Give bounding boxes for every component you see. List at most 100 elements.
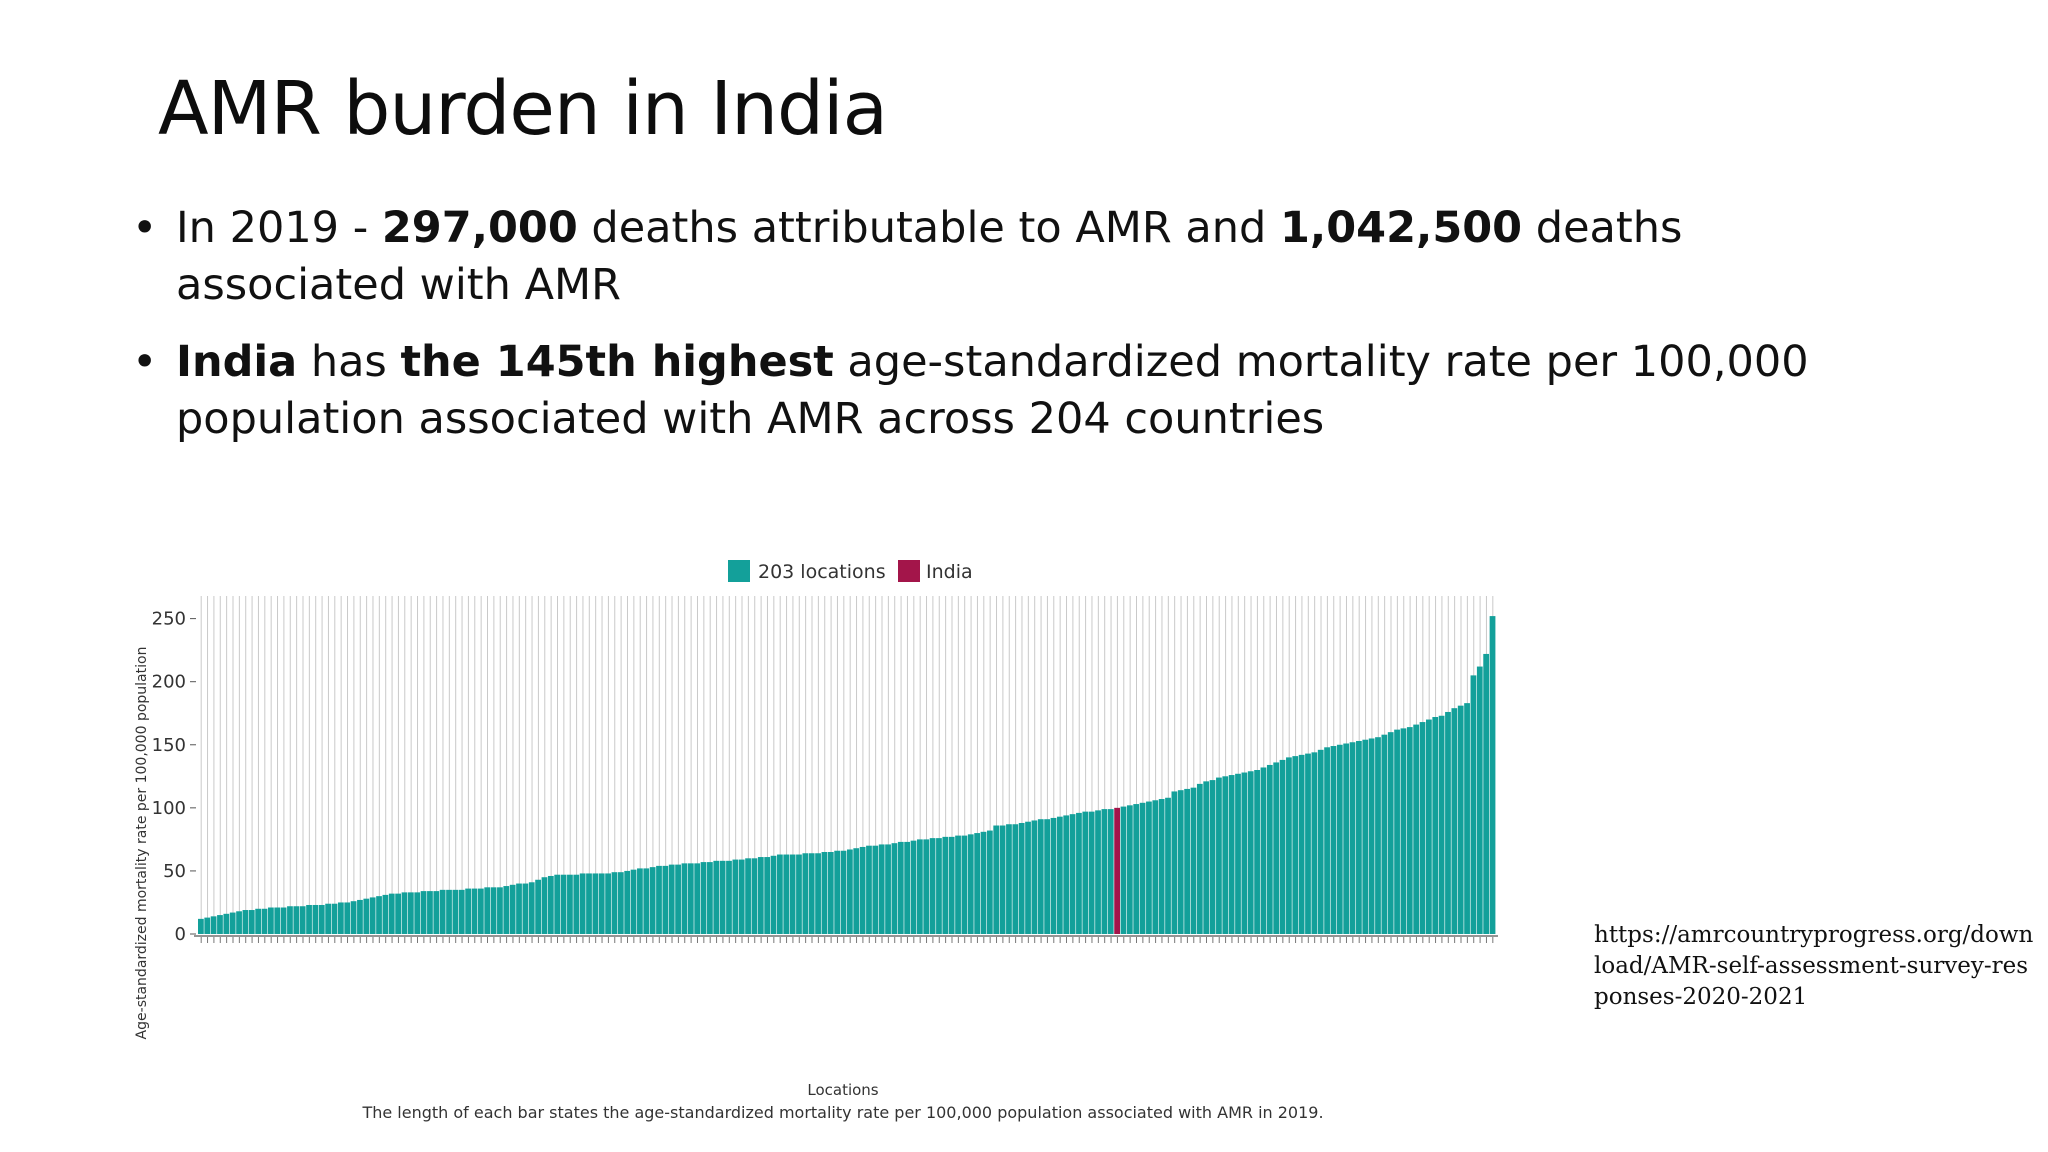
bar (1266, 764, 1273, 934)
bar (528, 882, 535, 934)
bar (624, 870, 631, 934)
y-tick-label: 150 (152, 735, 186, 756)
bar (1076, 812, 1082, 934)
bar (662, 865, 669, 934)
bar (1298, 754, 1305, 934)
chart-x-tick-marks (200, 937, 1494, 943)
bar (1190, 787, 1197, 934)
bar (1387, 732, 1394, 934)
mortality-bar-chart: 0 50 100 150 200 250 203 locations India Age-… (134, 560, 1498, 1122)
bar (554, 874, 561, 934)
bullet-item: In 2019 - 297,000 deaths attributable to… (130, 200, 1850, 314)
bar-india (1114, 807, 1120, 934)
bullet-text: In 2019 - (176, 203, 382, 253)
bar (808, 853, 815, 934)
bar (1025, 821, 1031, 934)
bar (1006, 824, 1012, 934)
bar (999, 825, 1006, 934)
bar (1483, 653, 1490, 934)
bar (280, 907, 287, 934)
bar (732, 859, 739, 934)
bullet-text: deaths attributable to AMR and (577, 203, 1280, 253)
bar (1228, 775, 1235, 934)
bar (318, 904, 325, 934)
bar (236, 911, 242, 934)
chart-tick-labels: 0 50 100 150 200 250 (152, 609, 186, 945)
bar (471, 888, 478, 934)
bar (503, 886, 510, 934)
bar (1311, 752, 1318, 934)
bar (1286, 757, 1292, 934)
bar (1470, 675, 1477, 934)
bar (287, 906, 293, 934)
bar (535, 879, 541, 934)
bar (751, 858, 758, 934)
bar (1063, 815, 1070, 934)
bar (967, 834, 974, 934)
bar (1082, 811, 1089, 934)
bar (796, 854, 802, 934)
bar (198, 918, 204, 934)
bar (1273, 762, 1280, 934)
bar (827, 852, 834, 934)
bar (783, 854, 790, 934)
bar (369, 897, 376, 934)
bar (1165, 797, 1171, 934)
bar (789, 854, 796, 934)
bar (1241, 772, 1248, 934)
legend-swatch-india (898, 560, 920, 582)
bar (649, 867, 656, 934)
bar (1158, 799, 1165, 934)
y-axis-label: Age-standardized mortality rate per 100,… (134, 647, 150, 1040)
bar (204, 917, 211, 934)
bar (299, 906, 306, 934)
bar (1050, 817, 1057, 934)
bar (675, 864, 681, 934)
bar (1069, 814, 1076, 934)
bar (325, 903, 332, 934)
bar (1400, 728, 1407, 934)
bar (1139, 802, 1146, 934)
bar (611, 872, 618, 934)
bar (1464, 703, 1470, 934)
bar (1120, 806, 1127, 934)
bar (904, 841, 911, 934)
bar (1426, 719, 1432, 934)
bar (414, 892, 421, 934)
slide-title: AMR burden in India (158, 66, 888, 152)
bar (337, 902, 344, 934)
bar (1184, 788, 1190, 934)
bar (1222, 776, 1229, 934)
bar (1279, 759, 1286, 934)
chart-container: 0 50 100 150 200 250 203 locations India Age-… (130, 536, 1510, 1132)
bar (229, 912, 236, 934)
bar (738, 859, 745, 934)
bar (439, 889, 446, 934)
bar (427, 891, 433, 934)
bar (242, 910, 249, 934)
bar (687, 863, 694, 934)
bar (598, 873, 605, 934)
bullet-emphasis: 1,042,500 (1280, 203, 1523, 253)
bar (707, 862, 713, 934)
bar (433, 891, 440, 934)
bar (974, 833, 981, 934)
bar (573, 874, 580, 934)
bar (1432, 717, 1439, 934)
bar (350, 901, 357, 934)
bar (980, 831, 987, 934)
bar (465, 888, 471, 934)
bar (1413, 724, 1420, 934)
bar (223, 913, 230, 934)
bar (700, 862, 707, 934)
bar (344, 902, 351, 934)
bar (1317, 749, 1324, 934)
bar (757, 857, 764, 934)
bar (745, 858, 751, 934)
bar (872, 845, 879, 934)
bar (1356, 740, 1362, 934)
bar (1254, 770, 1260, 934)
bar (420, 891, 427, 934)
bar (306, 904, 312, 934)
bar (1203, 781, 1210, 934)
